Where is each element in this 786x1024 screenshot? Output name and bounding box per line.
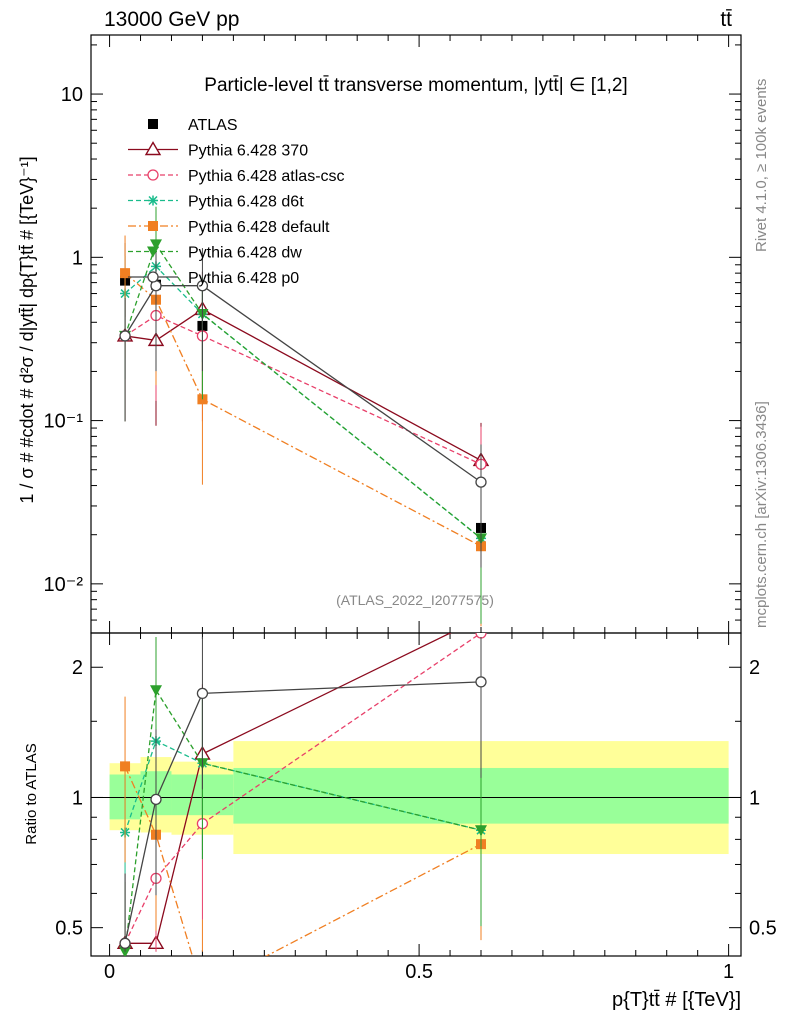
ratio-point-pythia-6-428-default xyxy=(197,984,207,994)
point-pythia-6-428-dw xyxy=(150,239,162,251)
x-axis-label: p{T}tt̄ # [{TeV}] xyxy=(612,989,741,1011)
x-tick-label: 0.5 xyxy=(405,961,433,983)
ratio-series xyxy=(116,633,487,994)
series-line-pythia-6-428-default xyxy=(124,272,482,547)
ratio-line-pythia-6-428-d6t xyxy=(124,740,482,833)
ratio-uncertainty-bands xyxy=(91,741,741,855)
x-tick-label: 0 xyxy=(104,961,115,983)
ratio-y-tick-label: 2 xyxy=(72,657,83,679)
ratio-point-pythia-6-428-p0 xyxy=(150,793,162,805)
legend-label-atlas: ATLAS xyxy=(188,117,238,134)
ratio-y-tick-label-right: 0.5 xyxy=(749,918,777,940)
point-pythia-6-428-p0 xyxy=(119,330,131,342)
mcplots-label: mcplots.cern.ch [arXiv:1306.3436] xyxy=(753,401,770,628)
x-tick-label: 1 xyxy=(723,961,734,983)
legend-marker-pythia-6-428-p0 xyxy=(147,271,159,283)
legend-label-pythia-6-428-d6t: Pythia 6.428 d6t xyxy=(188,194,304,211)
ratio-y-tick-label-right: 1 xyxy=(749,787,760,809)
legend-marker-pythia-6-428-dw xyxy=(147,246,159,258)
ratio-line-pythia-6-428-dw xyxy=(124,688,482,952)
ratio-point-pythia-6-428-dw xyxy=(150,685,162,697)
legend-marker-pythia-6-428-default xyxy=(148,221,158,231)
main-y-tick-label: 10⁻² xyxy=(44,574,84,596)
ratio-y-tick-label: 0.5 xyxy=(55,918,83,940)
ratio-line-pythia-6-428-default xyxy=(124,766,482,956)
analysis-watermark: (ATLAS_2022_I2077575) xyxy=(336,592,494,608)
legend-label-pythia-6-428-dw: Pythia 6.428 dw xyxy=(188,245,302,262)
ratio-point-pythia-6-428-p0 xyxy=(119,937,131,949)
main-series xyxy=(116,206,490,627)
main-y-tick-label: 10⁻¹ xyxy=(44,411,84,433)
ratio-y-axis-label: Ratio to ATLAS xyxy=(23,743,40,844)
ratio-line-pythia-6-428-atlas-csc xyxy=(124,633,482,944)
ratio-y-tick-label: 1 xyxy=(72,787,83,809)
legend-marker-pythia-6-428-370 xyxy=(144,141,162,156)
point-pythia-6-428-default xyxy=(120,268,131,279)
energy-label: 13000 GeV pp xyxy=(104,8,239,31)
legend-label-pythia-6-428-p0: Pythia 6.428 p0 xyxy=(188,270,299,287)
point-pythia-6-428-p0 xyxy=(475,476,487,488)
legend-marker-atlas xyxy=(148,119,158,129)
series-line-pythia-6-428-370 xyxy=(124,308,482,461)
main-y-tick-label: 10 xyxy=(61,84,83,106)
ratio-line-pythia-6-428-370 xyxy=(125,633,452,944)
ratio-point-pythia-6-428-default xyxy=(120,761,131,772)
ratio-panel-frame xyxy=(90,632,742,957)
process-label: tt̄ xyxy=(720,8,732,31)
legend-label-pythia-6-428-atlas-csc: Pythia 6.428 atlas-csc xyxy=(188,168,345,185)
legend-label-pythia-6-428-default: Pythia 6.428 default xyxy=(188,219,330,236)
plot-title-text: Particle-level tt̄ transverse momentum, … xyxy=(204,75,627,96)
rivet-version-label: Rivet 4.1.0, ≥ 100k events xyxy=(753,79,770,252)
series-line-pythia-6-428-dw xyxy=(124,242,482,539)
legend-marker-pythia-6-428-atlas-csc xyxy=(147,169,159,181)
legend-label-pythia-6-428-370: Pythia 6.428 370 xyxy=(188,143,308,160)
series-line-pythia-6-428-d6t xyxy=(124,265,482,539)
plot-title: Particle-level tt̄ transverse momentum, … xyxy=(204,75,627,96)
ratio-axes: 0 0.5 1 2 2 1 1 0.5 0.5 xyxy=(55,633,777,983)
legend-marker-pythia-6-428-d6t xyxy=(148,195,158,206)
main-y-axis-label: 1 / σ # #cdot # d²σ / d|ytt̄| dp{T}tt̄ #… xyxy=(17,156,37,503)
point-pythia-6-428-p0 xyxy=(196,280,209,292)
main-y-tick-label: 1 xyxy=(72,247,83,269)
main-axes: 10 1 10⁻¹ 10⁻² xyxy=(44,35,741,633)
series-line-pythia-6-428-atlas-csc xyxy=(124,314,482,465)
legend: ATLAS Pythia 6.428 370 Pythia 6.428 atlas-… xyxy=(128,117,345,287)
ratio-point-pythia-6-428-dw xyxy=(475,825,487,837)
ratio-y-tick-label-right: 2 xyxy=(749,657,760,679)
ratio-point-pythia-6-428-p0 xyxy=(196,687,209,700)
ratio-series-clipped xyxy=(116,633,487,994)
ratio-line-pythia-6-428-p0 xyxy=(124,681,482,944)
series-line-pythia-6-428-p0 xyxy=(124,285,482,483)
main-series-clipped xyxy=(116,206,490,627)
ratio-point-pythia-6-428-p0 xyxy=(475,676,487,688)
